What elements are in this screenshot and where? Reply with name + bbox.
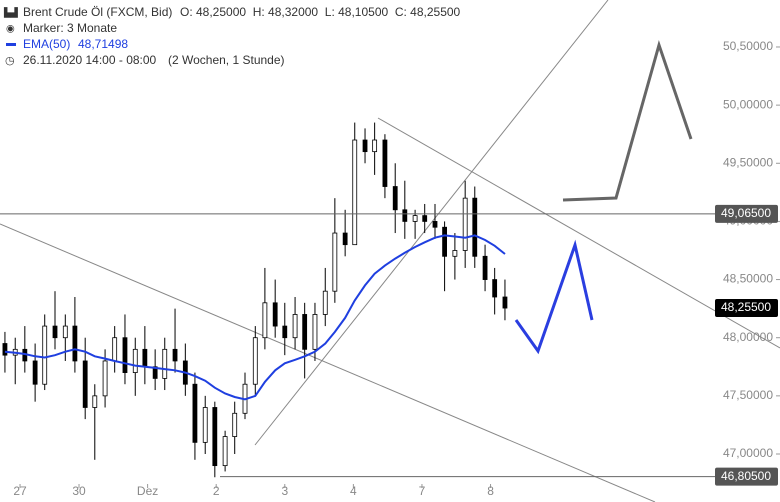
candle-body (322, 290, 328, 315)
candle-body (312, 314, 318, 350)
y-tick-label: 47,00000 (723, 446, 773, 460)
symbol: Brent Crude Öl (FXCM, Bid) (23, 5, 172, 19)
icon: ▙▟ (3, 6, 19, 18)
y-tick-label: 48,00000 (723, 330, 773, 344)
candle-body (122, 337, 128, 373)
price-box (715, 204, 778, 223)
x-tick-label: 27 (13, 484, 27, 498)
candle-body (402, 209, 408, 222)
x-tick-label: 2 (213, 484, 220, 498)
candle-body (102, 360, 108, 397)
candle-body (302, 314, 308, 350)
marker: Marker: 3 Monate (23, 21, 117, 35)
y-tick-label: 47,50000 (723, 388, 773, 402)
candle-body (412, 215, 418, 222)
candle-body (32, 360, 38, 385)
candle-body (192, 383, 198, 443)
ohlc: O: 48,25000 H: 48,32000 L: 48,10500 C: 4… (180, 5, 461, 19)
candle-body (172, 348, 178, 362)
ema-line (4, 234, 506, 401)
candle-body (422, 215, 428, 222)
candle-body (202, 407, 208, 443)
x-tick-label: 30 (72, 484, 86, 498)
candle-body (332, 232, 338, 292)
trend-line (0, 223, 656, 502)
candle-body (152, 366, 158, 379)
ema-name: EMA(50) (23, 37, 70, 51)
candle-body (282, 325, 288, 339)
range-note: (2 Wochen, 1 Stunde) (168, 53, 285, 67)
x-tick-label: 8 (487, 484, 494, 498)
candle-body (232, 412, 238, 437)
candle-body (482, 255, 488, 280)
candle-body (292, 314, 298, 339)
y-tick-label: 48,50000 (723, 272, 773, 286)
candle-body (162, 348, 168, 379)
legend: ▙▟ Brent Crude Öl (FXCM, Bid) O: 48,2500… (3, 5, 461, 67)
candle-body (352, 139, 358, 246)
candle-body (112, 337, 118, 362)
candle-body (252, 337, 258, 385)
candle-body (222, 436, 228, 467)
candle-body (462, 197, 468, 251)
x-tick-label: 4 (350, 484, 357, 498)
price-box-label: 48,25500 (721, 300, 771, 314)
price-box (715, 467, 778, 486)
candle-body (142, 348, 148, 368)
y-tick-label: 50,50000 (723, 39, 773, 53)
candle-body (362, 139, 368, 153)
candle-body (62, 325, 68, 339)
candle-body (392, 186, 398, 211)
candle-body (342, 232, 348, 246)
candle-body (272, 302, 278, 327)
trend-line (377, 117, 780, 349)
icon: ◷ (5, 55, 15, 67)
candle-body (502, 296, 508, 309)
x-tick-label: 3 (281, 484, 288, 498)
price-box (715, 299, 778, 318)
range: 26.11.2020 14:00 - 08:00 (23, 53, 157, 67)
y-tick-label: 49,50000 (723, 155, 773, 169)
candle-body (382, 139, 388, 187)
price-box-label: 46,80500 (721, 469, 771, 483)
candle-body (82, 360, 88, 408)
x-tick-label: 7 (419, 484, 426, 498)
candle-body (432, 221, 438, 228)
forecast-blue (514, 239, 594, 355)
candle-body (92, 395, 98, 408)
candle-body (492, 279, 498, 298)
icon: ◉ (6, 24, 15, 35)
candle-body (52, 325, 58, 339)
ema-swatch (6, 43, 16, 46)
candle-body (2, 343, 8, 356)
forecast-gray (562, 39, 693, 202)
candle-body (442, 226, 447, 257)
ema-value: 48,71498 (78, 37, 128, 51)
candle-body (72, 325, 78, 362)
candle-body (262, 302, 268, 339)
candle-body (212, 407, 218, 467)
x-tick-label: Dez (137, 484, 158, 498)
candle-body (42, 325, 48, 385)
candle-body (372, 139, 378, 153)
candle-body (472, 197, 478, 257)
candle-body (452, 250, 458, 257)
y-tick-label: 50,00000 (723, 97, 773, 111)
trend-line (254, 0, 609, 446)
price-box-label: 49,06500 (721, 206, 771, 220)
candle-body (132, 348, 138, 373)
